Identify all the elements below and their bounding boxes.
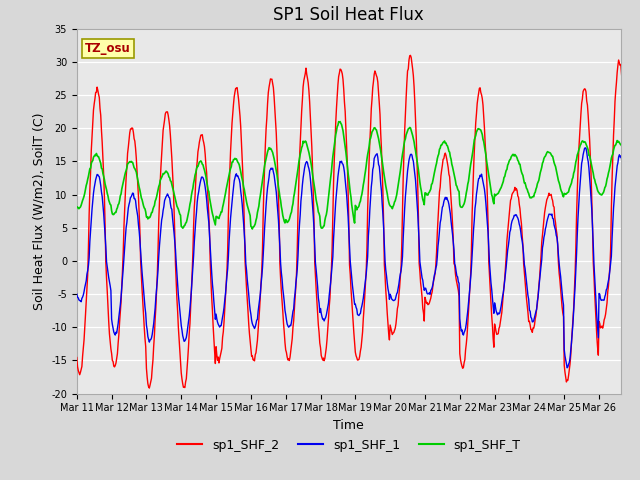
Title: SP1 Soil Heat Flux: SP1 Soil Heat Flux	[273, 6, 424, 24]
Text: TZ_osu: TZ_osu	[85, 42, 131, 55]
Y-axis label: Soil Heat Flux (W/m2), SoilT (C): Soil Heat Flux (W/m2), SoilT (C)	[33, 112, 45, 310]
Legend: sp1_SHF_2, sp1_SHF_1, sp1_SHF_T: sp1_SHF_2, sp1_SHF_1, sp1_SHF_T	[172, 433, 525, 456]
X-axis label: Time: Time	[333, 419, 364, 432]
